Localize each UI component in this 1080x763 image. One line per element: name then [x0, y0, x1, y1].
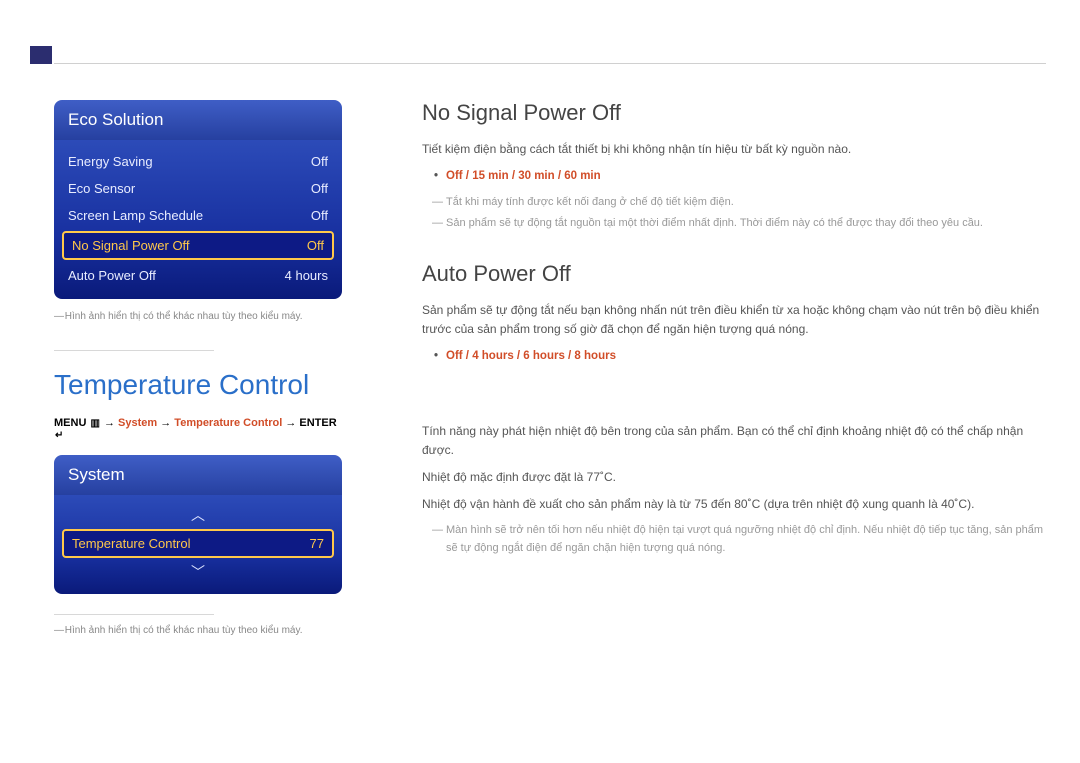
enter-icon: ↵ [54, 430, 64, 441]
auto-power-off-options: Off / 4 hours / 6 hours / 8 hours [422, 347, 1046, 365]
menu-value: Off [311, 208, 328, 223]
right-column: No Signal Power Off Tiết kiệm điện bằng … [422, 100, 1046, 638]
menu-row-energy-saving[interactable]: Energy Saving Off [54, 148, 342, 175]
no-signal-options: Off / 15 min / 30 min / 60 min [422, 167, 1046, 185]
temperature-control-heading: Temperature Control [54, 369, 342, 401]
auto-power-off-heading: Auto Power Off [422, 261, 1046, 287]
page-content: Eco Solution Energy Saving Off Eco Senso… [54, 100, 1046, 638]
temp-control-p1: Tính năng này phát hiện nhiệt độ bên tro… [422, 422, 1046, 460]
chevron-up-row[interactable]: ︿ [54, 503, 342, 527]
bc-system: System [118, 417, 157, 429]
menu-label: Energy Saving [68, 154, 153, 169]
menu-label: Auto Power Off [68, 268, 156, 283]
chevron-down-row[interactable]: ﹀ [54, 560, 342, 584]
header-accent-block [30, 46, 52, 64]
menu-value: Off [311, 181, 328, 196]
eco-panel-title: Eco Solution [54, 100, 342, 140]
bc-menu: MENU [54, 417, 86, 429]
menu-row-screen-lamp[interactable]: Screen Lamp Schedule Off [54, 202, 342, 229]
menu-row-no-signal[interactable]: No Signal Power Off Off [62, 231, 334, 260]
menu-row-auto-power-off[interactable]: Auto Power Off 4 hours [54, 262, 342, 289]
chevron-down-icon: ﹀ [191, 564, 205, 580]
auto-power-off-desc: Sản phẩm sẽ tự động tắt nếu bạn không nh… [422, 301, 1046, 339]
menu-label: Temperature Control [72, 536, 191, 551]
system-caption: Hình ảnh hiển thị có thể khác nhau tùy t… [54, 623, 342, 638]
menu-value: 4 hours [285, 268, 328, 283]
bc-arrow: → [160, 417, 171, 429]
menu-label: Eco Sensor [68, 181, 135, 196]
no-signal-heading: No Signal Power Off [422, 100, 1046, 126]
bc-enter: ENTER [299, 417, 336, 429]
no-signal-desc: Tiết kiệm điện bằng cách tắt thiết bị kh… [422, 140, 1046, 159]
menu-row-eco-sensor[interactable]: Eco Sensor Off [54, 175, 342, 202]
eco-solution-panel: Eco Solution Energy Saving Off Eco Senso… [54, 100, 342, 299]
menu-label: Screen Lamp Schedule [68, 208, 203, 223]
menu-value: Off [307, 238, 324, 253]
eco-panel-body: Energy Saving Off Eco Sensor Off Screen … [54, 140, 342, 299]
temp-control-note: Màn hình sẽ trở nên tối hơn nếu nhiệt độ… [422, 522, 1046, 557]
menu-value: 77 [310, 536, 324, 551]
chevron-up-icon: ︿ [191, 507, 205, 523]
menu-row-temperature-control[interactable]: Temperature Control 77 [62, 529, 334, 558]
left-divider [54, 350, 214, 351]
system-panel-body: ︿ Temperature Control 77 ﹀ [54, 495, 342, 594]
menu-value: Off [311, 154, 328, 169]
menu-icon: ▥ [89, 418, 100, 429]
menu-label: No Signal Power Off [72, 238, 190, 253]
system-panel: System ︿ Temperature Control 77 ﹀ [54, 455, 342, 594]
eco-caption: Hình ảnh hiển thị có thể khác nhau tùy t… [54, 309, 342, 324]
no-signal-note-1: Tắt khi máy tính được kết nối đang ở chế… [422, 194, 1046, 212]
bc-temp-control: Temperature Control [174, 417, 282, 429]
temp-control-p3: Nhiệt độ vận hành đề xuất cho sản phẩm n… [422, 495, 1046, 514]
left-divider-2 [54, 614, 214, 615]
bc-arrow: → [285, 417, 296, 429]
bc-arrow: → [104, 417, 115, 429]
no-signal-note-2: Sản phẩm sẽ tự động tắt nguồn tại một th… [422, 215, 1046, 233]
temp-control-p2: Nhiệt độ mặc định được đặt là 77˚C. [422, 468, 1046, 487]
system-panel-title: System [54, 455, 342, 495]
breadcrumb: MENU ▥ → System → Temperature Control → … [54, 417, 342, 441]
header-divider [54, 63, 1046, 64]
left-column: Eco Solution Energy Saving Off Eco Senso… [54, 100, 342, 638]
